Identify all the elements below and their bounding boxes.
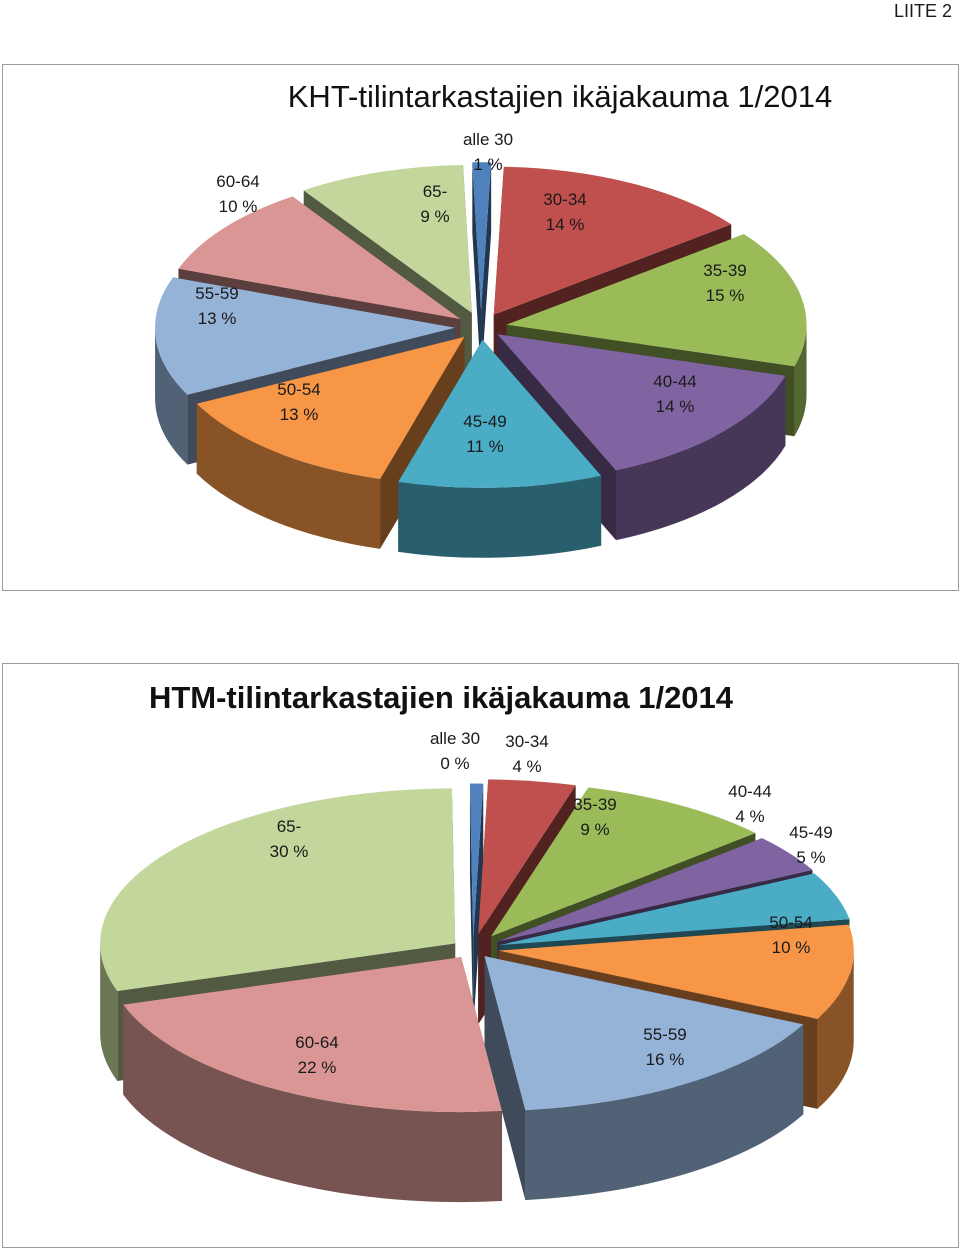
kht-pie-chart: KHT-tilintarkastajien ikäjakauma 1/2014 … [155,79,833,558]
slice-label-55-59: 55-59 16 % [643,1025,686,1069]
slice-label-alle-30: alle 30 0 % [430,729,480,773]
slice-label-50-54: 50-54 10 % [769,913,812,957]
slice-label-55-59: 55-59 13 % [195,284,238,328]
pie-slice-55-59 [484,956,804,1201]
slice-label-35-39: 35-39 15 % [703,261,746,305]
slice-label-alle-30: alle 30 1 % [463,130,513,174]
pie-slice-45-49 [398,339,602,558]
slice-label-45-49: 45-49 11 % [463,412,506,456]
slice-label-45-49: 45-49 5 % [789,823,832,867]
slice-label-65: 65-30 % [270,817,309,861]
page-label: LIITE 2 [893,1,952,21]
htm-pie-chart: HTM-tilintarkastajien ikäjakauma 1/2014 … [100,680,854,1203]
slice-label-50-54: 50-54 13 % [277,380,320,424]
slice-label-30-34: 30-34 14 % [543,190,586,234]
slice-label-35-39: 35-39 9 % [573,795,616,839]
slice-label-40-44: 40-44 4 % [728,782,771,826]
pie-slice-alle-30 [469,783,484,1029]
slice-label-40-44: 40-44 14 % [653,372,696,416]
slice-label-60-64: 60-64 10 % [216,172,259,216]
slice-label-60-64: 60-64 22 % [295,1033,338,1077]
slice-label-65: 65-9 % [420,182,449,226]
pie-slice-alle-30 [472,162,492,381]
pie-slice-60-64 [123,957,502,1203]
htm-chart-panel: HTM-tilintarkastajien ikäjakauma 1/2014 … [2,663,959,1248]
chart-title: KHT-tilintarkastajien ikäjakauma 1/2014 [288,79,833,114]
kht-chart-panel: KHT-tilintarkastajien ikäjakauma 1/2014 … [2,64,959,591]
chart-title: HTM-tilintarkastajien ikäjakauma 1/2014 [149,680,734,715]
slice-label-30-34: 30-34 4 % [505,732,548,776]
